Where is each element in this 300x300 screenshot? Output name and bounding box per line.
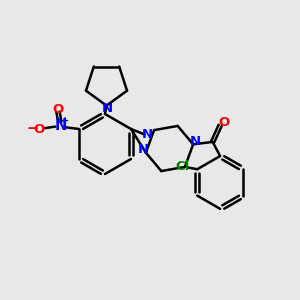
Text: O: O xyxy=(52,103,64,116)
Text: N: N xyxy=(190,135,201,148)
Text: N: N xyxy=(101,101,113,115)
Text: N: N xyxy=(54,118,67,134)
Text: N: N xyxy=(137,143,148,156)
Text: O: O xyxy=(218,116,230,129)
Text: −: − xyxy=(26,121,38,136)
Text: Cl: Cl xyxy=(175,160,189,173)
Text: N: N xyxy=(142,128,153,142)
Text: +: + xyxy=(61,116,70,126)
Text: O: O xyxy=(34,122,45,136)
